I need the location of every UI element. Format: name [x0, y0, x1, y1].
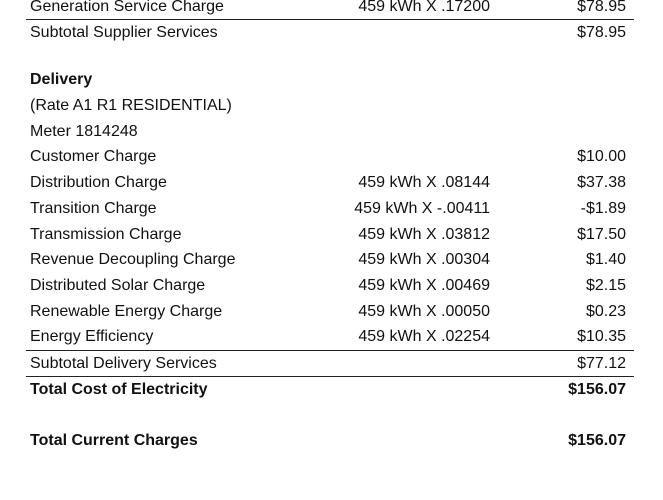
- line-item-amount: $1.40: [585, 251, 626, 268]
- line-item-label: Transmission Charge: [30, 226, 182, 243]
- rate-line: (Rate A1 R1 RESIDENTIAL): [30, 95, 626, 117]
- line-item-calculation: 459 kWh X .00469: [358, 277, 490, 294]
- line-item-revenue-decoupling-charge: Revenue Decoupling Charge 459 kWh X .003…: [30, 249, 626, 271]
- total-amount: $156.07: [568, 381, 626, 398]
- line-item-amount: $37.38: [577, 174, 626, 191]
- line-item-calculation: 459 kWh X .08144: [358, 174, 490, 191]
- line-item-label: Distribution Charge: [30, 174, 167, 191]
- subtotal-supplier-row: Subtotal Supplier Services $78.95: [30, 22, 626, 44]
- subtotal-amount: $77.12: [577, 355, 626, 372]
- rate-text: (Rate A1 R1 RESIDENTIAL): [30, 97, 232, 114]
- line-item-distribution-charge: Distribution Charge 459 kWh X .08144 $37…: [30, 172, 626, 194]
- subtotal-amount: $78.95: [577, 24, 626, 41]
- line-item-amount: -$1.89: [580, 200, 626, 217]
- total-label: Total Cost of Electricity: [30, 381, 208, 398]
- subtotal-label: Subtotal Supplier Services: [30, 24, 218, 41]
- total-current-charges-row: Total Current Charges $156.07: [30, 430, 626, 452]
- line-item-transmission-charge: Transmission Charge 459 kWh X .03812 $17…: [30, 224, 626, 246]
- line-item-calculation: 459 kWh X .03812: [358, 226, 490, 243]
- line-item-amount: $78.95: [577, 0, 626, 15]
- line-item-label: Renewable Energy Charge: [30, 303, 223, 320]
- subtotal-label: Subtotal Delivery Services: [30, 355, 217, 372]
- line-item-calculation: 459 kWh X .00050: [358, 303, 490, 320]
- total-electricity-row: Total Cost of Electricity $156.07: [30, 379, 626, 401]
- total-label: Total Current Charges: [30, 432, 198, 449]
- divider: [26, 376, 634, 377]
- line-item-label: Generation Service Charge: [30, 0, 224, 15]
- line-item-amount: $0.23: [585, 303, 626, 320]
- line-item-amount: $2.15: [585, 277, 626, 294]
- meter-text: Meter 1814248: [30, 123, 138, 140]
- line-item-amount: $17.50: [577, 226, 626, 243]
- line-item-label: Customer Charge: [30, 148, 157, 165]
- line-item-calculation: 459 kWh X .17200: [358, 0, 490, 15]
- line-item-label: Revenue Decoupling Charge: [30, 251, 236, 268]
- line-item-calculation: 459 kWh X .00304: [358, 251, 490, 268]
- line-item-transition-charge: Transition Charge 459 kWh X -.00411 -$1.…: [30, 198, 626, 220]
- line-item-energy-efficiency: Energy Efficiency 459 kWh X .02254 $10.3…: [30, 326, 626, 348]
- line-item-customer-charge: Customer Charge $10.00: [30, 146, 626, 168]
- divider: [26, 19, 634, 20]
- meter-line: Meter 1814248: [30, 121, 626, 143]
- line-item-amount: $10.35: [577, 328, 626, 345]
- subtotal-delivery-row: Subtotal Delivery Services $77.12: [30, 353, 626, 375]
- line-item-label: Energy Efficiency: [30, 328, 154, 345]
- line-item-label: Transition Charge: [30, 200, 157, 217]
- line-item-calculation: 459 kWh X -.00411: [354, 200, 490, 217]
- line-item-calculation: 459 kWh X .02254: [358, 328, 490, 345]
- line-item-label: Distributed Solar Charge: [30, 277, 206, 294]
- delivery-heading: Delivery: [30, 69, 626, 91]
- line-item-distributed-solar-charge: Distributed Solar Charge 459 kWh X .0046…: [30, 275, 626, 297]
- line-item-amount: $10.00: [577, 148, 626, 165]
- line-item-renewable-energy-charge: Renewable Energy Charge 459 kWh X .00050…: [30, 301, 626, 323]
- total-amount: $156.07: [568, 432, 626, 449]
- line-item-generation: Generation Service Charge 459 kWh X .172…: [30, 0, 626, 18]
- divider: [26, 350, 634, 351]
- section-heading: Delivery: [30, 71, 93, 88]
